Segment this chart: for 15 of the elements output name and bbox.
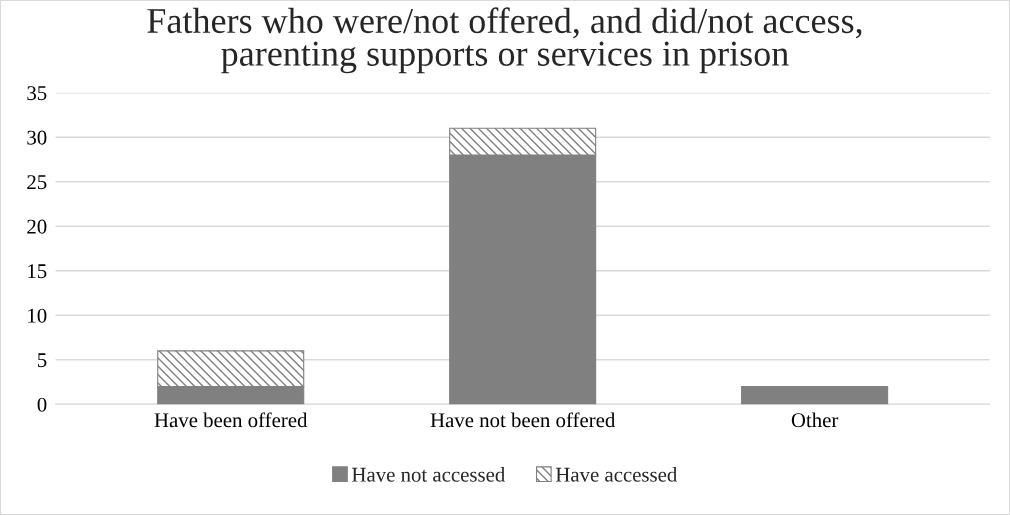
y-tick-label: 35 — [27, 86, 47, 101]
x-tick-label: Other — [791, 412, 839, 428]
y-tick-label: 30 — [27, 130, 47, 145]
y-tick-label: 5 — [38, 353, 47, 368]
y-tick-label: 10 — [28, 308, 47, 323]
y-tick-label: 0 — [37, 397, 47, 412]
y-tick-label: 15 — [28, 264, 47, 279]
chart-title: Fathers who were/not offered, and did/not access, parenting supports or services in prison — [147, 7, 862, 74]
legend-label: Have accessed — [555, 467, 678, 482]
y-tick-label: 20 — [27, 219, 47, 234]
x-tick-label: Have been offered — [154, 412, 308, 428]
y-tick-label: 25 — [27, 175, 47, 190]
bar — [741, 385, 889, 405]
x-tick-label: Have not been offered — [430, 412, 616, 428]
legend-label: Have not accessed — [352, 467, 506, 482]
